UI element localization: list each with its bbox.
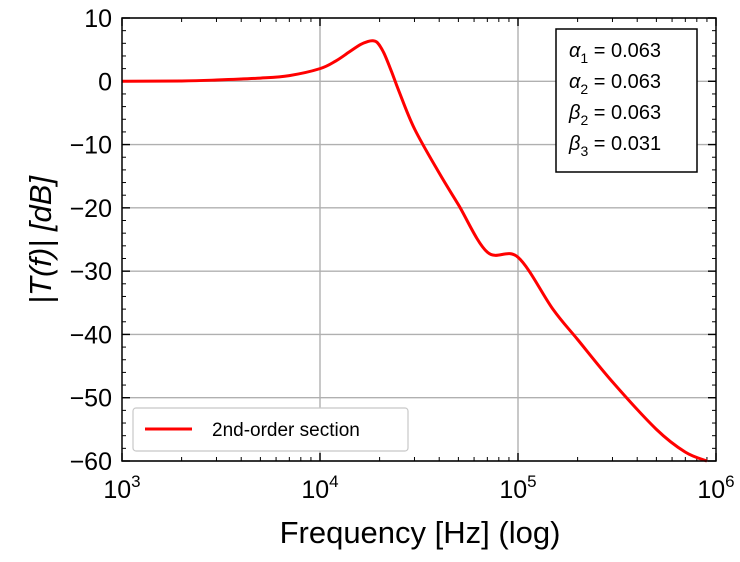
annotation-line: α2 = 0.063 bbox=[569, 71, 661, 97]
x-tick-label: 104 bbox=[301, 472, 338, 504]
y-tick-label: −30 bbox=[70, 258, 112, 286]
parameter-annotation: α1 = 0.063 α2 = 0.063 β2 = 0.063 β3 = 0.031 bbox=[555, 28, 698, 173]
annotation-line: β2 = 0.063 bbox=[568, 102, 661, 128]
plot-frame bbox=[121, 17, 717, 462]
y-axis-label: |T(f)| [dB] bbox=[23, 175, 58, 304]
legend-frame bbox=[132, 407, 409, 452]
y-tick-label: 10 bbox=[84, 5, 112, 33]
plot-area bbox=[121, 39, 708, 463]
series-line-2nd-order-section bbox=[121, 39, 708, 463]
annotation-line: β3 = 0.031 bbox=[568, 133, 661, 159]
x-tick-label: 103 bbox=[103, 472, 140, 504]
y-tick-label: −10 bbox=[70, 132, 112, 160]
legend-label: 2nd-order section bbox=[212, 420, 360, 441]
legend: 2nd-order section bbox=[132, 407, 409, 452]
annotation-frame bbox=[555, 28, 698, 173]
y-tick-label: −20 bbox=[70, 195, 112, 223]
annotation-line: α1 = 0.063 bbox=[569, 40, 661, 66]
x-tick-label: 105 bbox=[499, 472, 536, 504]
y-tick-label: 0 bbox=[98, 68, 112, 96]
x-tick-label: 106 bbox=[697, 472, 734, 504]
y-tick-label: −50 bbox=[70, 385, 112, 413]
y-tick-label: −60 bbox=[70, 448, 112, 476]
x-axis-label: Frequency [Hz] (log) bbox=[280, 515, 561, 550]
y-tick-label: −40 bbox=[70, 321, 112, 349]
